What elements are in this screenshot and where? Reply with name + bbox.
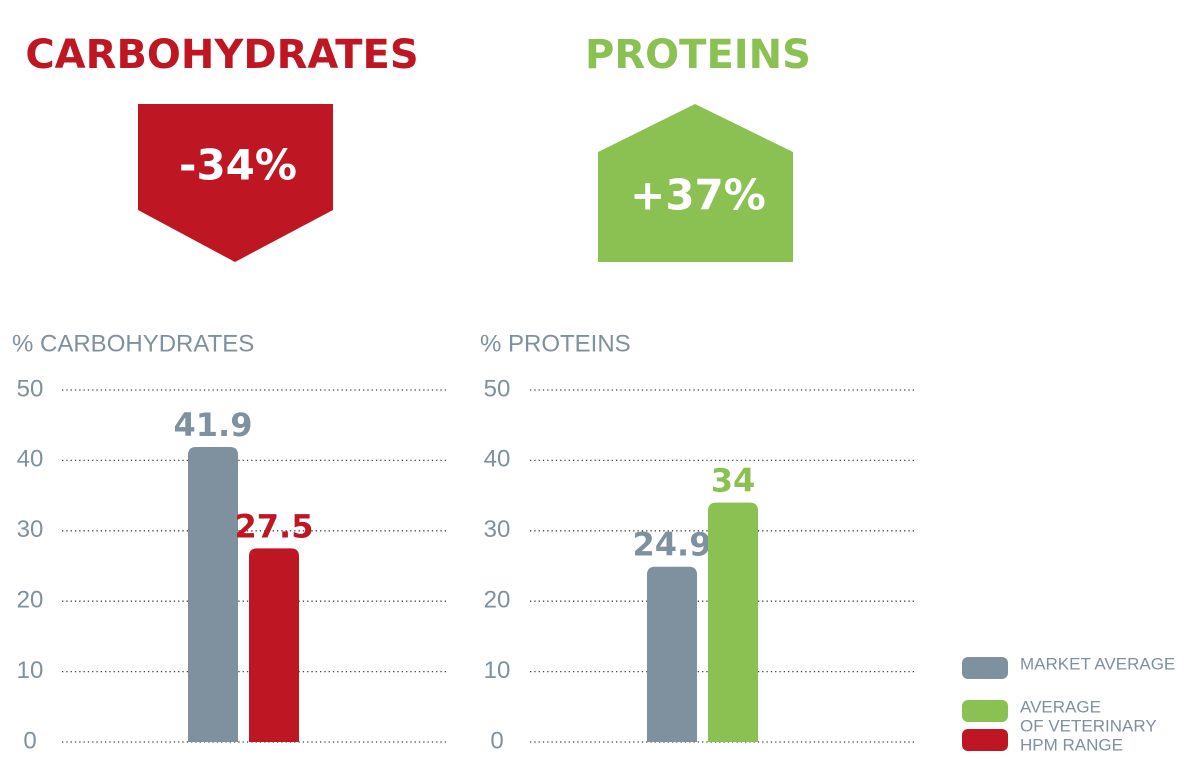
y-tick-label: 10 — [17, 657, 44, 684]
heading: CARBOHYDRATES — [25, 32, 418, 78]
value-label: 34 — [711, 462, 756, 500]
y-tick-label: 20 — [17, 587, 44, 614]
legend-label: AVERAGE — [1020, 697, 1101, 716]
y-tick-label: 30 — [484, 516, 511, 543]
y-tick-label: 0 — [23, 727, 36, 754]
bar — [647, 566, 697, 742]
badge-text: -34% — [179, 141, 297, 190]
axis-title: % CARBOHYDRATES — [12, 330, 254, 357]
legend-label: MARKET AVERAGE — [1020, 654, 1175, 673]
legend-swatch — [962, 657, 1008, 679]
bar — [708, 502, 758, 742]
y-tick-label: 20 — [484, 587, 511, 614]
y-tick-label: 50 — [17, 375, 44, 402]
up-badge — [598, 104, 793, 262]
y-tick-label: 30 — [17, 516, 44, 543]
legend-label: HPM RANGE — [1020, 735, 1123, 754]
y-tick-label: 40 — [484, 446, 511, 473]
bar — [249, 548, 299, 742]
down-badge — [138, 104, 333, 262]
legend-swatch — [962, 700, 1008, 722]
y-tick-label: 50 — [484, 375, 511, 402]
heading: PROTEINS — [585, 32, 811, 78]
badge-text: +37% — [630, 171, 766, 220]
y-tick-label: 0 — [490, 727, 503, 754]
value-label: 24.9 — [633, 526, 712, 564]
y-tick-label: 40 — [17, 446, 44, 473]
legend-swatch — [962, 729, 1008, 751]
value-label: 41.9 — [174, 406, 253, 444]
axis-title: % PROTEINS — [480, 330, 631, 357]
bar — [188, 447, 238, 742]
y-tick-label: 10 — [484, 657, 511, 684]
legend-label: OF VETERINARY — [1020, 716, 1157, 735]
value-label: 27.5 — [235, 507, 314, 545]
